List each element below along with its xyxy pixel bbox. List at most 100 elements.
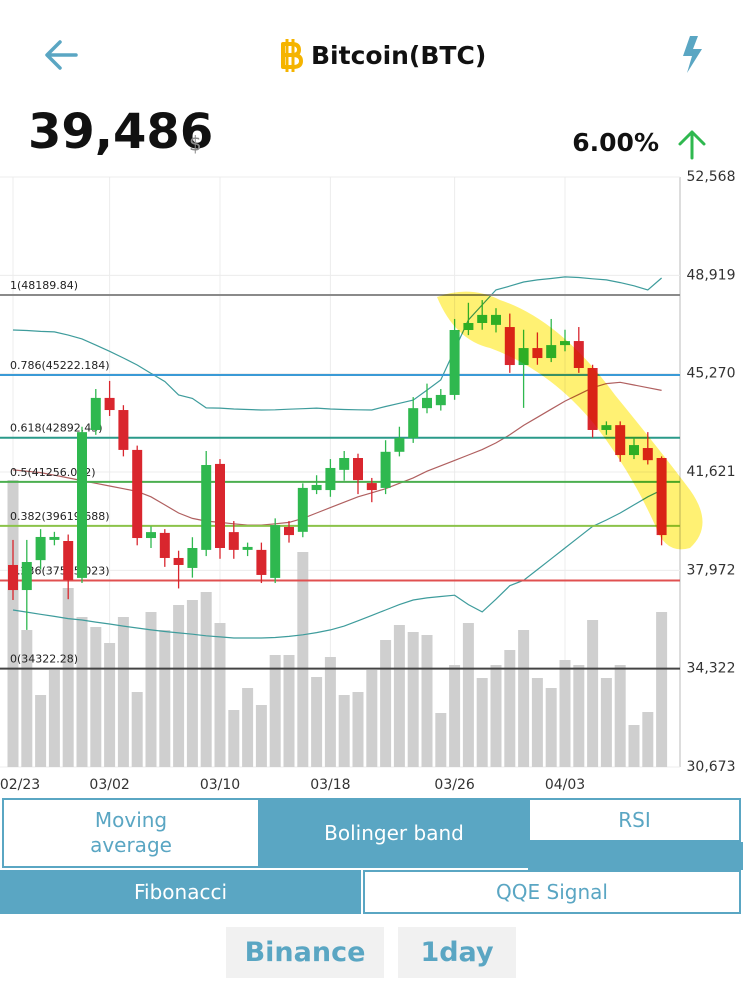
- fib-label: 1(48189.84): [10, 279, 78, 292]
- candle-body: [159, 532, 170, 558]
- change-arrow: [678, 130, 706, 160]
- fib-label: 0.382(39619.688): [10, 510, 110, 523]
- y-tick-label: 37,972: [687, 562, 736, 578]
- volume-bar: [352, 692, 364, 767]
- candle-body: [435, 394, 446, 406]
- volume-bar: [283, 655, 295, 767]
- volume-bar: [297, 552, 309, 767]
- volume-bar: [380, 640, 392, 767]
- tab[interactable]: QQE Signal: [363, 870, 741, 914]
- volume-bar: [228, 710, 240, 767]
- candle-body: [118, 410, 129, 450]
- x-tick-label: 04/03: [545, 777, 585, 793]
- volume-bar: [476, 678, 488, 767]
- candle-body: [90, 397, 101, 430]
- volume-bar: [104, 643, 116, 767]
- x-tick-label: 03/18: [310, 777, 350, 793]
- source-button[interactable]: Binance: [226, 927, 384, 978]
- y-tick-label: 48,919: [687, 267, 736, 283]
- volume-bar: [656, 612, 668, 767]
- volume-bar: [545, 688, 557, 767]
- bitcoin-icon: [281, 39, 303, 72]
- x-tick-label: 03/02: [89, 777, 129, 793]
- candle-body: [311, 484, 322, 491]
- band-line: [12, 381, 662, 526]
- volume-bar: [531, 678, 543, 767]
- candle-body: [242, 546, 253, 550]
- lightning-button[interactable]: [683, 36, 702, 73]
- candle-body: [173, 557, 184, 565]
- candle-body: [408, 408, 419, 439]
- candle-body: [270, 525, 281, 578]
- tab[interactable]: RSI: [528, 798, 741, 842]
- volume-bar: [449, 665, 461, 767]
- volume-bar: [462, 623, 474, 767]
- volume-bar: [614, 665, 626, 767]
- volume-bar: [435, 713, 447, 767]
- volume-bar: [242, 688, 254, 767]
- back-button[interactable]: [45, 40, 78, 70]
- price-unit: $: [189, 132, 202, 156]
- candle-body: [63, 540, 74, 581]
- volume-bar: [573, 665, 585, 767]
- volume-bar: [117, 617, 129, 767]
- volume-bar: [490, 665, 502, 767]
- candle-body: [215, 463, 225, 549]
- volume-bar: [214, 623, 226, 767]
- candle-body: [325, 467, 336, 491]
- volume-bar: [145, 612, 157, 767]
- candle-body: [380, 451, 391, 488]
- candle-body: [256, 549, 267, 575]
- tab[interactable]: Fibonacci: [0, 870, 361, 914]
- tab[interactable]: Bolinger band: [260, 798, 528, 868]
- price-change: 6.00%: [572, 128, 659, 157]
- volume-bar: [48, 670, 60, 767]
- volume-bar: [393, 625, 405, 767]
- volume-bar: [35, 695, 47, 767]
- candle-body: [422, 397, 432, 409]
- y-tick-label: 41,621: [687, 464, 736, 480]
- volume-bar: [62, 588, 74, 767]
- candle-body: [449, 330, 460, 395]
- y-tick-label: 30,673: [687, 759, 736, 775]
- volume-bar: [642, 712, 654, 767]
- x-tick-label: 03/10: [200, 777, 240, 793]
- volume-bar: [269, 655, 281, 767]
- volume-bar: [587, 620, 599, 767]
- volume-bar: [186, 600, 198, 767]
- volume-bar: [255, 705, 267, 767]
- volume-bar: [421, 635, 433, 767]
- candle-body: [297, 487, 308, 532]
- candle-body: [353, 458, 363, 481]
- volume-bar: [173, 605, 185, 767]
- fib-label: 0.5(41256.062): [10, 466, 96, 479]
- volume-bar: [159, 630, 171, 767]
- band-line: [12, 489, 662, 639]
- fib-label: 0(34322.28): [10, 653, 78, 666]
- fib-label: 0.786(45222.184): [10, 359, 110, 372]
- candle-body: [187, 548, 198, 568]
- y-tick-label: 52,568: [687, 169, 736, 185]
- candle-body: [132, 449, 143, 539]
- candle-body: [8, 564, 18, 591]
- tab-fill: [528, 842, 743, 870]
- candle-body: [49, 536, 60, 540]
- y-tick-label: 34,322: [687, 661, 736, 677]
- tab[interactable]: Moving average: [2, 798, 260, 868]
- interval-button[interactable]: 1day: [398, 927, 516, 978]
- volume-bar: [407, 632, 419, 767]
- x-tick-label: 02/23: [0, 777, 40, 793]
- highlight: [437, 291, 703, 550]
- fib-label: 0.618(42892.43): [10, 422, 103, 435]
- candle-body: [201, 465, 212, 550]
- volume-bar: [90, 627, 102, 767]
- candle-body: [35, 536, 46, 561]
- volume-bar: [7, 480, 19, 767]
- candle-body: [146, 532, 156, 539]
- candle-body: [366, 483, 377, 491]
- volume-bar: [131, 692, 143, 767]
- candle-body: [284, 526, 294, 536]
- volume-bar: [366, 670, 378, 767]
